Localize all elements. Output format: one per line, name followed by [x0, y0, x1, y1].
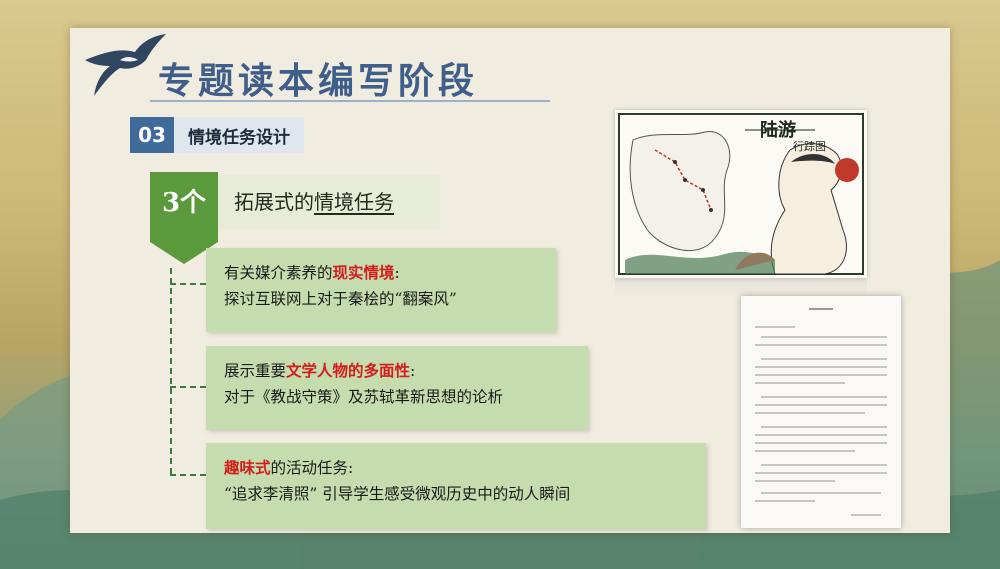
- task-highlight: 趣味式: [224, 458, 271, 477]
- title-underline: [150, 100, 550, 102]
- page-title: 专题读本编写阶段: [158, 60, 479, 102]
- map-subtitle: 行踪图: [793, 140, 826, 153]
- section-number: 03: [130, 117, 174, 153]
- connector-branch: [170, 474, 206, 476]
- task-highlight: 现实情境: [332, 263, 395, 282]
- task-card: 展示重要文学人物的多面性: 对于《教战守策》及苏轼革新思想的论析: [206, 346, 588, 430]
- header-box: [218, 175, 440, 229]
- task-card: 有关媒介素养的现实情境: 探讨互联网上对于秦桧的“翻案风”: [206, 248, 556, 332]
- header-emphasis: 情境任务: [314, 190, 394, 214]
- map-reflection: [615, 278, 867, 298]
- task-description: “追求李清照” 引导学生感受微观历史中的动人瞬间: [224, 485, 571, 503]
- task-title: 展示重要文学人物的多面性:: [224, 361, 416, 380]
- task-description: 探讨互联网上对于秦桧的“翻案风”: [224, 290, 457, 308]
- travel-map-illustration: 陆游 行踪图: [615, 110, 867, 278]
- task-title: 有关媒介素养的现实情境:: [224, 263, 400, 282]
- connector-branch: [170, 386, 206, 388]
- task-title: 趣味式的活动任务:: [224, 458, 354, 477]
- connector-branch: [170, 283, 206, 285]
- header-text: 拓展式的情境任务: [234, 186, 394, 215]
- ribbon-tag: [150, 172, 218, 264]
- map-title: 陆游: [760, 120, 796, 141]
- task-description: 对于《教战守策》及苏轼革新思想的论析: [224, 388, 504, 406]
- swallow-icon: [85, 34, 166, 96]
- task-highlight: 文学人物的多面性: [286, 361, 411, 380]
- task-card: 趣味式的活动任务: “追求李清照” 引导学生感受微观历史中的动人瞬间: [206, 443, 706, 529]
- section-label: 情境任务设计: [174, 117, 304, 153]
- section-badge: 03 情境任务设计: [130, 117, 304, 153]
- header-prefix: 拓展式的: [234, 190, 314, 214]
- document-thumbnail: [741, 296, 901, 528]
- connector-line: [170, 268, 172, 474]
- ribbon-count: 3个: [161, 188, 207, 218]
